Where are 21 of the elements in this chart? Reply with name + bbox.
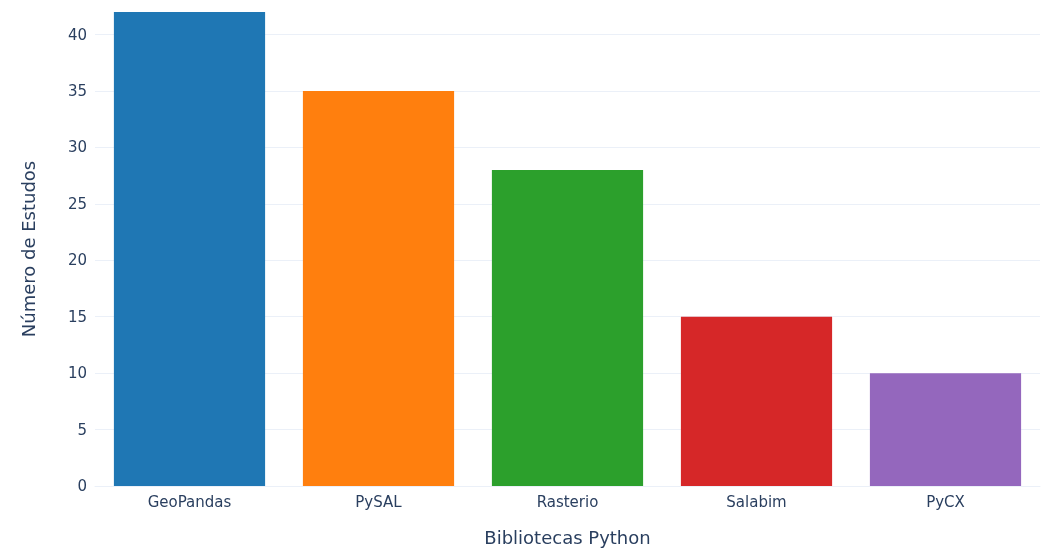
bar <box>113 12 266 486</box>
y-tick-label: 0 <box>77 477 87 495</box>
y-tick-label: 20 <box>67 251 87 270</box>
x-tick-label: PyCX <box>926 492 965 511</box>
bar <box>491 170 644 486</box>
y-tick-label: 15 <box>67 307 87 326</box>
y-axis-title: Número de Estudos <box>17 160 39 338</box>
y-tick-label: 5 <box>77 420 87 439</box>
x-tick-label: PySAL <box>355 492 403 511</box>
x-tick-label: Rasterio <box>536 492 599 511</box>
bar <box>869 373 1022 486</box>
bar <box>680 316 833 486</box>
y-tick-label: 40 <box>67 25 87 44</box>
bar <box>302 91 455 486</box>
y-tick-label: 35 <box>67 82 87 100</box>
x-axis-title: Bibliotecas Python <box>484 526 651 548</box>
y-tick-label: 30 <box>67 138 87 157</box>
x-tick-label: Salabim <box>726 492 787 511</box>
y-tick-label: 10 <box>67 364 87 383</box>
x-tick-label: GeoPandas <box>147 492 232 511</box>
y-tick-label: 25 <box>67 194 87 213</box>
